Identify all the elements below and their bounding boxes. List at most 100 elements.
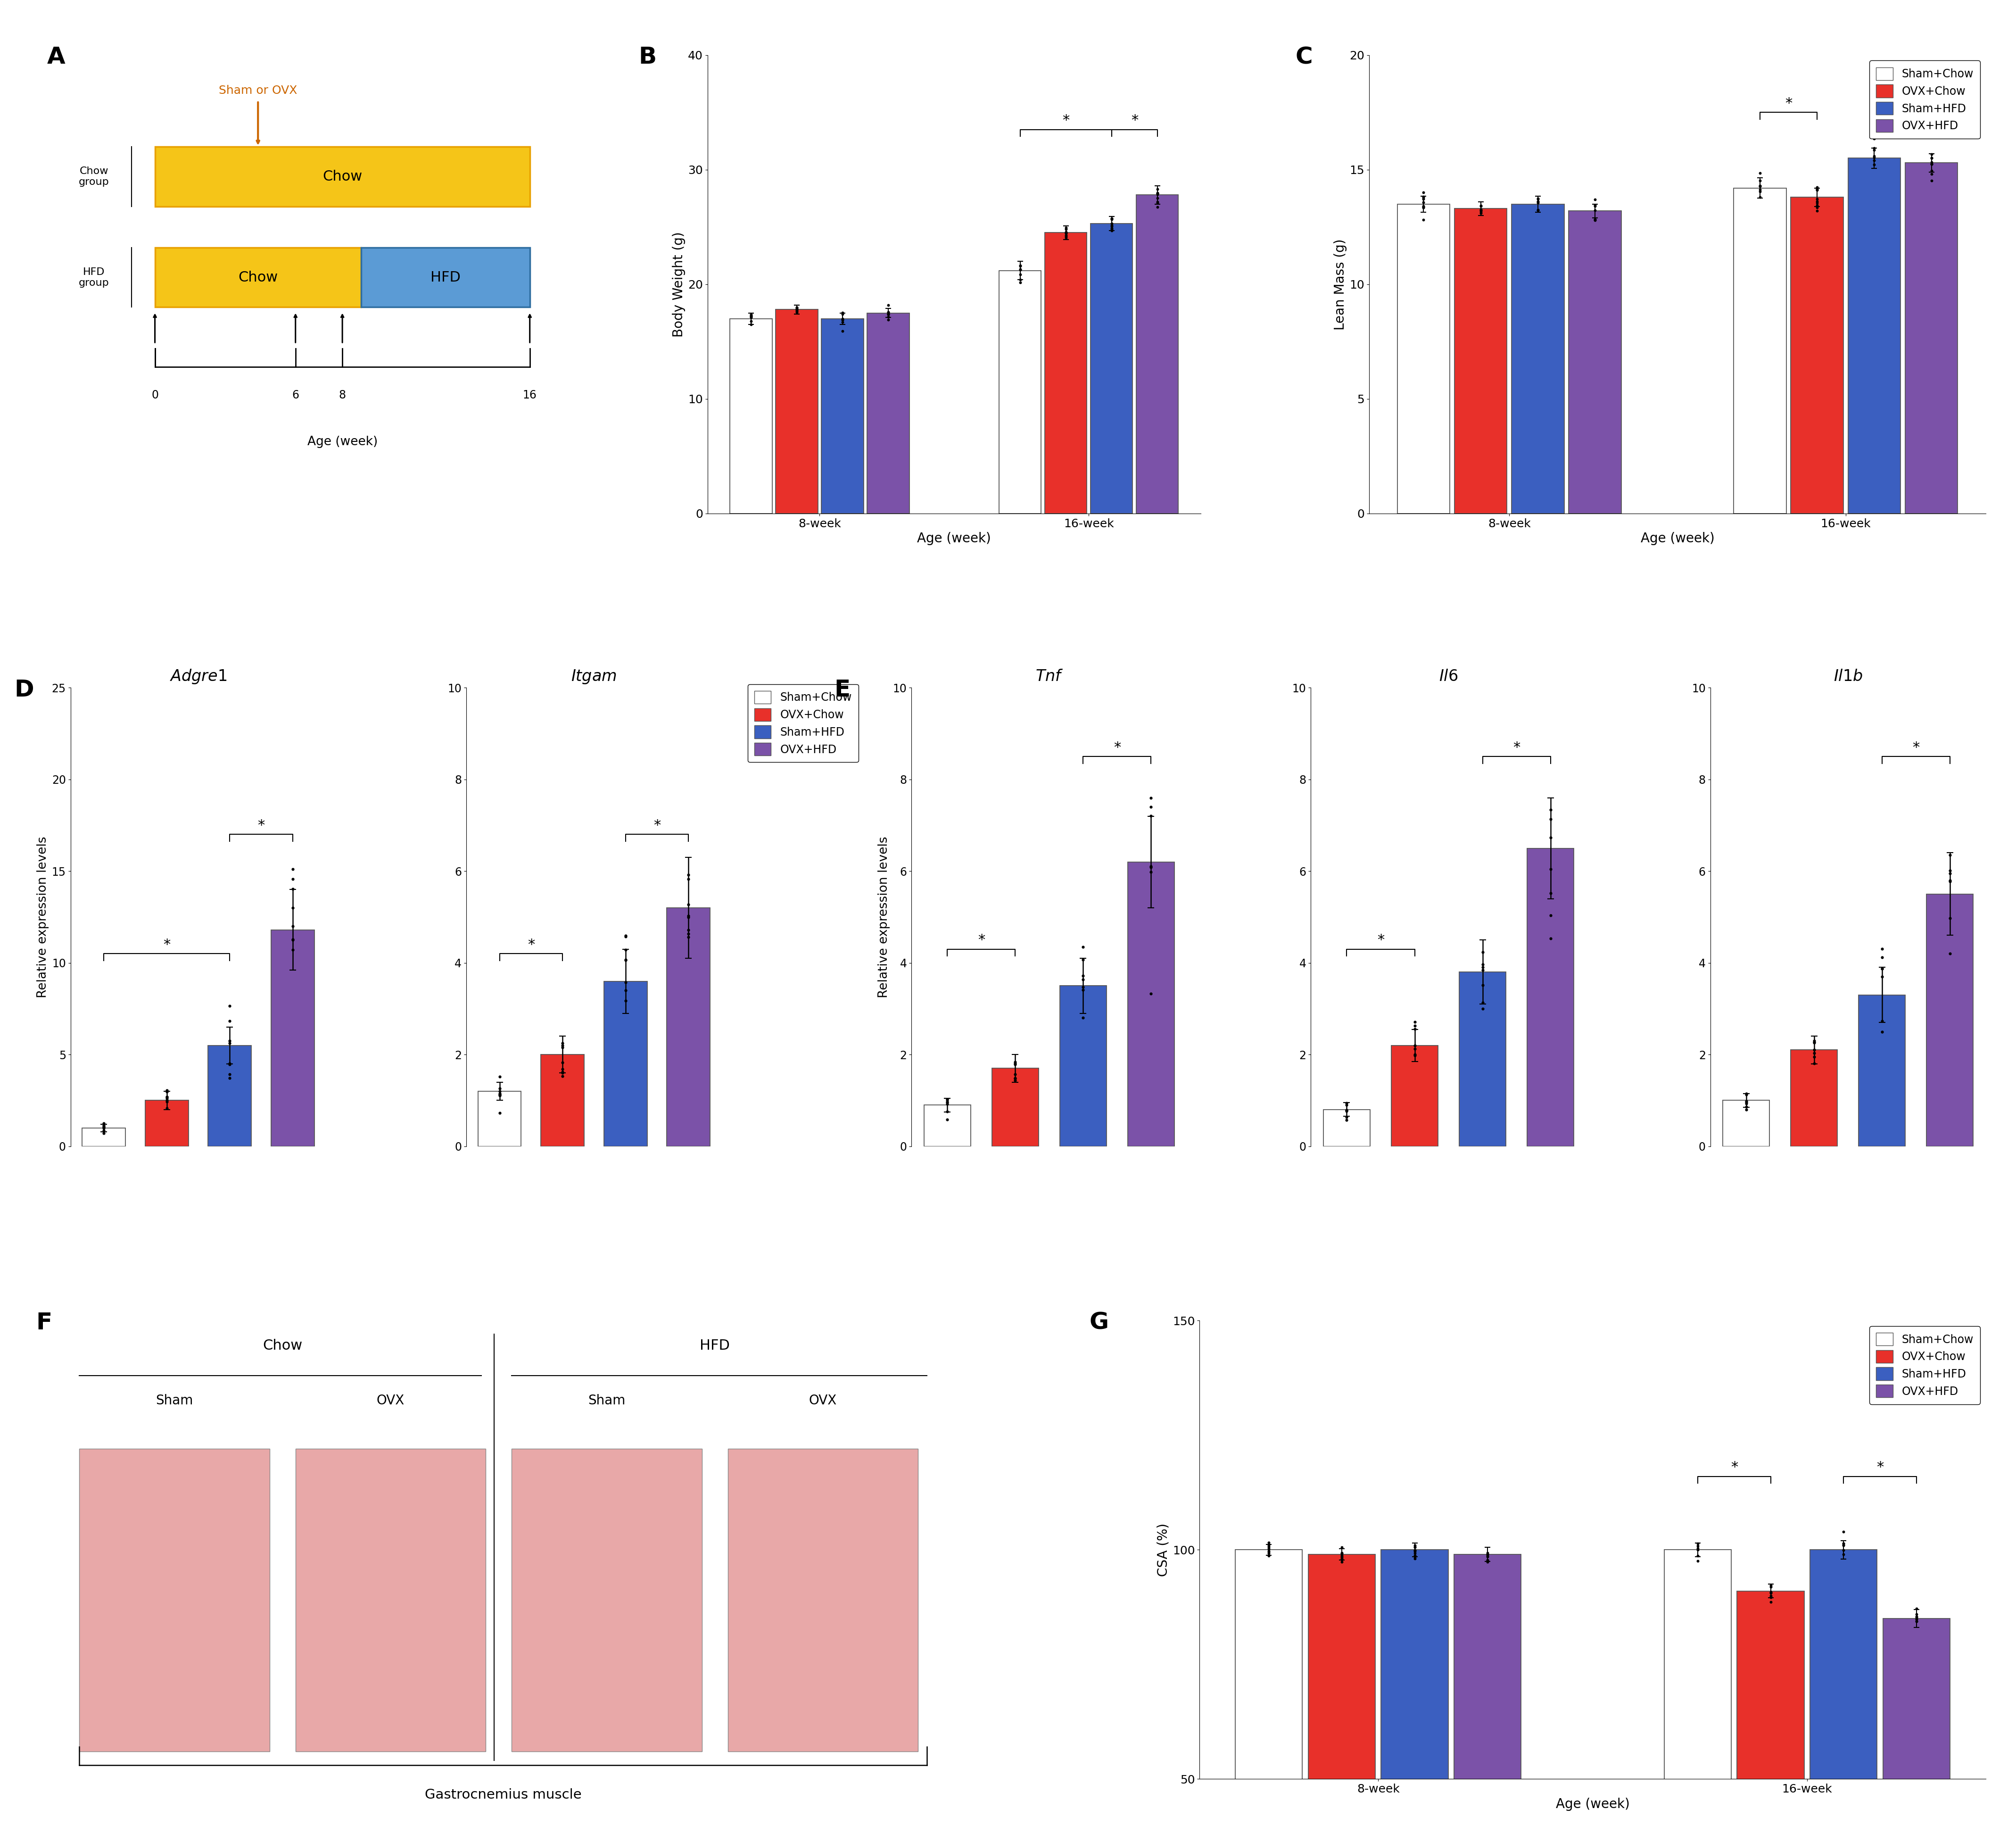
Point: [1522, 187, 1554, 216]
Point: [1522, 187, 1554, 216]
Point: [1066, 945, 1099, 974]
Point: [1399, 1541, 1431, 1570]
Point: [1331, 1095, 1363, 1124]
Point: [151, 1086, 183, 1115]
Point: [609, 987, 641, 1016]
Point: [1744, 174, 1776, 204]
Point: [1754, 1583, 1786, 1612]
Point: [1744, 158, 1776, 187]
Bar: [1790, 1049, 1837, 1146]
Point: [276, 924, 308, 954]
Point: [1800, 174, 1833, 204]
Text: HFD: HFD: [429, 271, 460, 284]
Bar: [605, 981, 647, 1146]
Point: [1800, 183, 1833, 213]
Point: [87, 1113, 119, 1143]
X-axis label: Age (week): Age (week): [917, 532, 992, 545]
Point: [609, 921, 641, 950]
Bar: [1381, 1550, 1447, 1834]
Point: [1472, 1539, 1504, 1568]
Point: [1252, 1528, 1284, 1557]
Point: [1050, 222, 1083, 251]
Point: [214, 1029, 246, 1058]
Point: [1472, 1541, 1504, 1570]
Point: [1859, 150, 1891, 180]
Text: Chow: Chow: [238, 271, 278, 284]
Point: [1095, 213, 1127, 242]
Point: [827, 304, 859, 334]
Text: Chow: Chow: [262, 1339, 302, 1352]
Point: [1252, 1533, 1284, 1563]
Point: [1730, 1080, 1762, 1110]
Point: [1798, 1042, 1831, 1071]
Point: [1859, 125, 1891, 154]
Point: [1730, 1089, 1762, 1119]
Point: [1901, 1603, 1933, 1632]
Point: [484, 1075, 516, 1104]
Point: [671, 889, 704, 919]
Point: [1534, 794, 1566, 823]
Point: [546, 1058, 579, 1088]
Point: [1050, 218, 1083, 248]
Point: [546, 1058, 579, 1088]
Point: [214, 1064, 246, 1093]
Bar: [1454, 209, 1508, 514]
Point: [1800, 174, 1833, 204]
Point: [1522, 189, 1554, 218]
Point: [1327, 1541, 1359, 1570]
Point: [1464, 198, 1496, 227]
Point: [484, 1078, 516, 1108]
Point: [1331, 1106, 1363, 1135]
Point: [1399, 1531, 1431, 1561]
Point: [1399, 1537, 1431, 1566]
Point: [1095, 216, 1127, 246]
Point: [1327, 1544, 1359, 1574]
Point: [87, 1115, 119, 1144]
Point: [1095, 205, 1127, 235]
Text: D: D: [14, 679, 34, 701]
Bar: [1528, 847, 1574, 1146]
Point: [1901, 1599, 1933, 1629]
Bar: [1738, 1590, 1804, 1834]
Bar: [867, 314, 909, 514]
Point: [1331, 1088, 1363, 1117]
Point: [1141, 183, 1173, 213]
Point: [1466, 956, 1498, 985]
Point: [214, 992, 246, 1022]
Point: [1867, 943, 1899, 972]
Point: [609, 967, 641, 996]
Point: [87, 1110, 119, 1139]
Point: [1901, 1607, 1933, 1636]
Point: [736, 303, 768, 332]
Text: Sham: Sham: [155, 1394, 194, 1407]
Point: [671, 864, 704, 893]
Legend: Sham+Chow, OVX+Chow, Sham+HFD, OVX+HFD: Sham+Chow, OVX+Chow, Sham+HFD, OVX+HFD: [1869, 1326, 1980, 1405]
Point: [1754, 1583, 1786, 1612]
Point: [1933, 867, 1966, 897]
Point: [1327, 1542, 1359, 1572]
Point: [1681, 1535, 1714, 1564]
Text: *: *: [1899, 97, 1907, 110]
Point: [1066, 1003, 1099, 1033]
Point: [1000, 1066, 1032, 1095]
Text: *: *: [1113, 741, 1121, 754]
Bar: [776, 310, 818, 514]
Point: [931, 1088, 964, 1117]
Point: [1915, 149, 1947, 178]
Point: [1135, 979, 1167, 1009]
FancyBboxPatch shape: [296, 1449, 486, 1751]
Point: [736, 301, 768, 330]
Point: [1399, 1542, 1431, 1572]
FancyBboxPatch shape: [512, 1449, 702, 1751]
Point: [671, 902, 704, 932]
Point: [1800, 172, 1833, 202]
Point: [1464, 194, 1496, 224]
Point: [1579, 185, 1611, 215]
Text: B: B: [639, 46, 657, 68]
Y-axis label: Lean Mass (g): Lean Mass (g): [1335, 238, 1347, 330]
Point: [931, 1104, 964, 1133]
Point: [780, 293, 812, 323]
Point: [671, 923, 704, 952]
Bar: [1512, 204, 1564, 514]
Point: [1901, 1603, 1933, 1632]
